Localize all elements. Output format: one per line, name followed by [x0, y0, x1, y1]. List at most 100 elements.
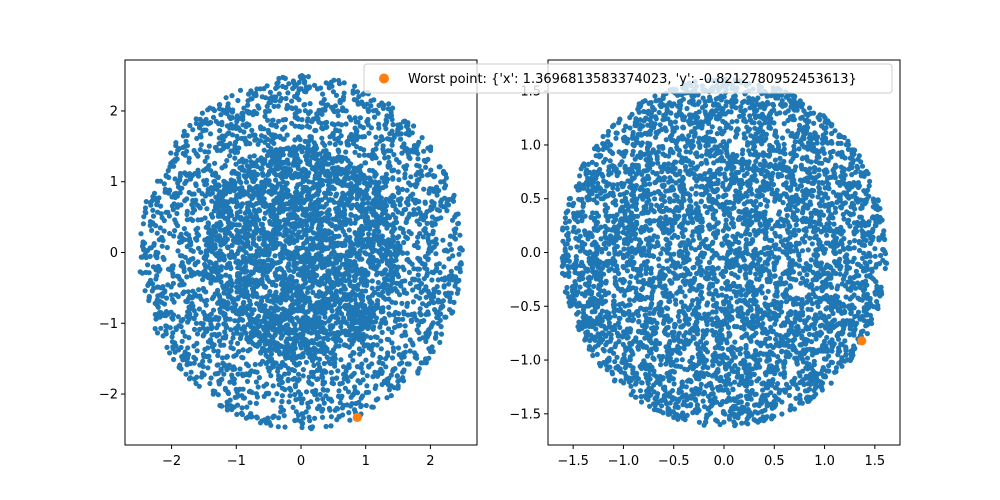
scatter-point	[165, 209, 171, 215]
scatter-point	[386, 101, 392, 107]
scatter-point	[262, 159, 268, 165]
scatter-point	[312, 155, 319, 161]
scatter-point	[301, 186, 307, 192]
scatter-point	[391, 134, 397, 140]
scatter-point	[335, 319, 341, 325]
scatter-point	[333, 92, 340, 98]
scatter-point	[377, 324, 383, 330]
scatter-point	[308, 211, 314, 217]
scatter-point	[427, 147, 434, 154]
scatter-point	[228, 197, 234, 203]
scatter-point	[339, 405, 346, 411]
scatter-point	[428, 324, 434, 330]
scatter-point	[300, 373, 306, 379]
scatter-point	[346, 410, 352, 416]
scatter-point	[438, 324, 444, 330]
scatter-point	[151, 285, 157, 291]
scatter-point	[342, 207, 348, 213]
scatter-point	[307, 418, 313, 424]
scatter-point	[335, 206, 341, 212]
scatter-point	[231, 254, 237, 260]
scatter-point	[352, 149, 358, 155]
scatter-point	[217, 198, 223, 204]
scatter-point	[320, 162, 326, 168]
scatter-point	[265, 276, 271, 282]
scatter-point	[451, 299, 457, 305]
scatter-point	[388, 256, 394, 262]
scatter-point	[314, 332, 320, 338]
scatter-point	[164, 344, 170, 350]
scatter-point	[315, 115, 321, 122]
scatter-point	[142, 288, 148, 294]
scatter-point	[319, 265, 325, 271]
scatter-point	[351, 139, 357, 145]
scatter-point	[222, 162, 228, 169]
scatter-point	[241, 299, 247, 305]
scatter-point	[369, 300, 375, 306]
scatter-point	[273, 220, 279, 227]
scatter-point	[294, 417, 300, 423]
scatter-point	[443, 182, 449, 189]
scatter-point	[227, 263, 233, 269]
scatter-point	[221, 298, 227, 304]
scatter-point	[421, 227, 427, 233]
scatter-point	[410, 197, 416, 203]
scatter-point	[307, 242, 313, 248]
scatter-point	[396, 323, 402, 329]
scatter-point	[417, 210, 423, 216]
scatter-point	[252, 293, 258, 299]
scatter-point	[415, 370, 421, 376]
scatter-point	[250, 194, 256, 200]
scatter-point	[391, 220, 398, 226]
scatter-point	[381, 221, 388, 227]
scatter-point	[205, 166, 211, 172]
scatter-point	[358, 214, 365, 220]
scatter-point	[195, 153, 201, 159]
scatter-point	[294, 152, 300, 158]
scatter-point	[191, 326, 198, 332]
scatter-point	[269, 337, 275, 343]
scatter-point	[287, 317, 293, 323]
scatter-point	[442, 195, 448, 201]
scatter-point	[216, 183, 222, 189]
scatter-point	[175, 248, 181, 254]
scatter-point	[377, 138, 383, 144]
scatter-point	[204, 206, 210, 212]
scatter-point	[403, 343, 409, 349]
scatter-point	[455, 287, 461, 293]
scatter-point	[205, 235, 211, 242]
scatter-point	[341, 80, 347, 86]
scatter-point	[152, 195, 159, 201]
scatter-point	[248, 368, 255, 374]
scatter-point	[255, 384, 261, 390]
scatter-point	[361, 147, 367, 153]
scatter-point	[262, 341, 268, 347]
scatter-point	[317, 364, 323, 370]
scatter-point	[237, 245, 243, 251]
scatter-point	[306, 379, 312, 385]
scatter-point	[274, 228, 280, 234]
scatter-point	[290, 85, 296, 92]
scatter-point	[264, 152, 270, 159]
scatter-point	[421, 186, 427, 192]
scatter-point	[291, 321, 297, 327]
scatter-point	[448, 246, 454, 253]
scatter-point	[300, 175, 306, 181]
scatter-point	[159, 243, 165, 249]
scatter-point	[390, 121, 396, 128]
scatter-point	[291, 343, 297, 349]
scatter-point	[252, 266, 258, 272]
scatter-point	[234, 232, 241, 238]
scatter-point	[338, 225, 345, 231]
scatter-point	[341, 167, 347, 173]
scatter-point	[319, 305, 325, 311]
scatter-point	[276, 325, 282, 331]
scatter-point	[285, 376, 291, 382]
scatter-point	[167, 350, 173, 356]
scatter-point	[268, 122, 274, 128]
scatter-point	[224, 399, 230, 405]
scatter-point	[214, 205, 221, 212]
scatter-point	[366, 321, 372, 327]
scatter-point	[239, 135, 245, 141]
scatter-point	[349, 341, 355, 347]
